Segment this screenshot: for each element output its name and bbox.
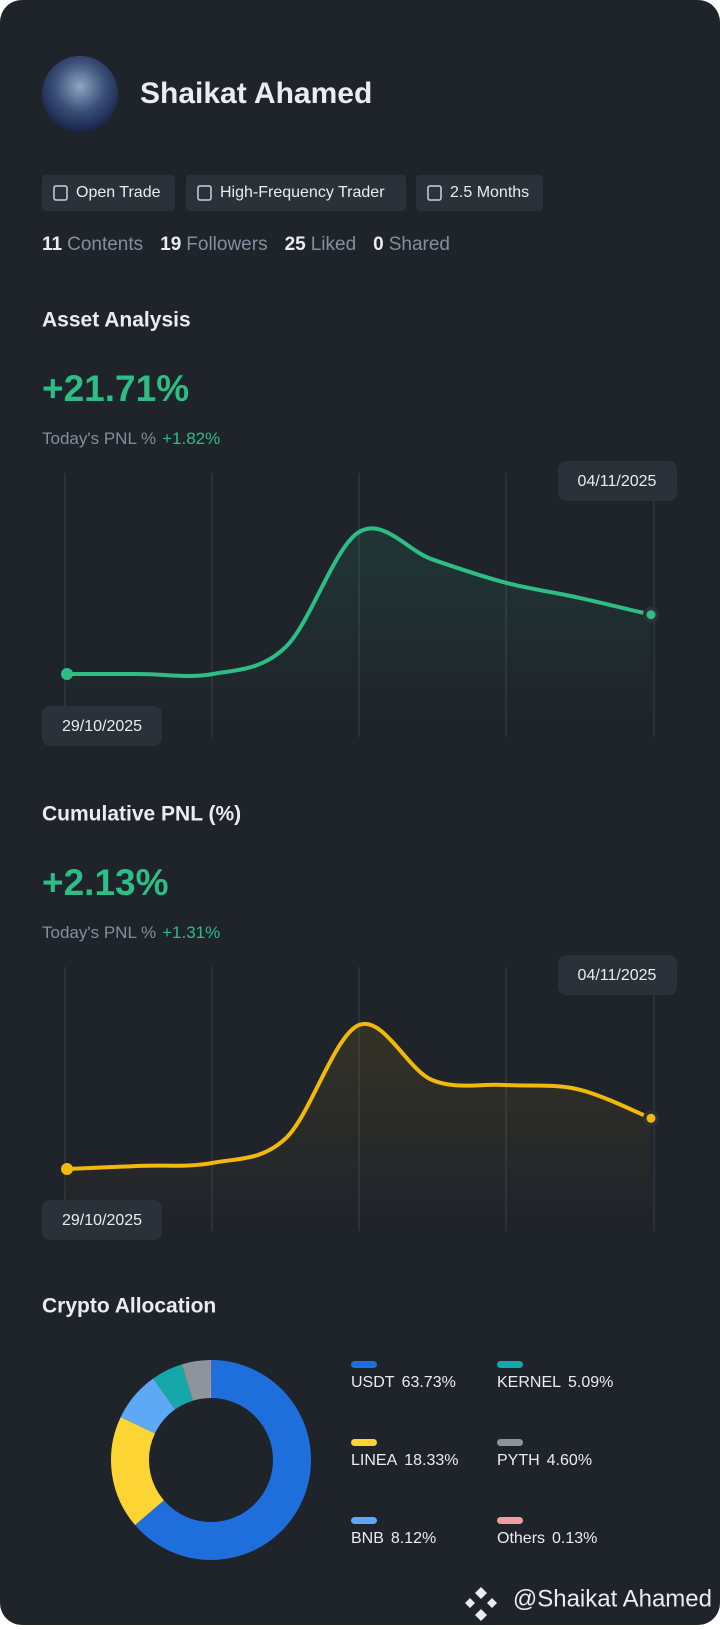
legend-name: LINEA: [351, 1452, 398, 1469]
avatar[interactable]: [42, 56, 118, 132]
stat-value: 0: [373, 234, 384, 255]
legend-name: KERNEL: [497, 1374, 561, 1391]
pnl-value: +1.82%: [162, 429, 220, 448]
legend-value: 0.13%: [552, 1530, 597, 1547]
pnl-line: Today's PNL % +1.31%: [42, 923, 220, 942]
start-point: [61, 1163, 73, 1175]
user-name: Shaikat Ahamed: [140, 77, 372, 110]
legend-name: Others: [497, 1530, 545, 1547]
stat-label: Followers: [186, 234, 267, 255]
stat-label: Shared: [389, 234, 450, 255]
pnl-value: +1.31%: [162, 923, 220, 942]
headline-value: +21.71%: [42, 368, 189, 409]
stat-label: Contents: [67, 234, 143, 255]
donut-slice: [138, 1394, 164, 1425]
stat-value: 25: [285, 234, 307, 255]
legend-swatch: [351, 1439, 377, 1446]
end-date: 04/11/2025: [578, 967, 657, 984]
legend-value: 63.73%: [402, 1374, 456, 1391]
legend-value: 4.60%: [547, 1452, 592, 1469]
legend-value: 5.09%: [568, 1374, 613, 1391]
donut-slice: [130, 1425, 149, 1512]
pnl-label: Today's PNL %: [42, 923, 156, 942]
legend-name: PYTH: [497, 1452, 540, 1469]
pnl-line: Today's PNL % +1.82%: [42, 429, 220, 448]
legend-swatch: [497, 1361, 523, 1368]
donut-slice: [187, 1379, 210, 1383]
legend-entry: LINEA 18.33%: [351, 1452, 459, 1469]
end-date: 04/11/2025: [578, 473, 657, 490]
legend-entry: BNB 8.12%: [351, 1530, 436, 1547]
legend-swatch: [497, 1439, 523, 1446]
legend-swatch: [497, 1517, 523, 1524]
donut-slice: [164, 1383, 187, 1394]
end-point-dot: [647, 610, 656, 619]
section-title: Asset Analysis: [42, 309, 191, 332]
start-date: 29/10/2025: [62, 718, 142, 735]
end-point-dot: [647, 1114, 656, 1123]
start-point: [61, 668, 73, 680]
legend-swatch: [351, 1517, 377, 1524]
pnl-label: Today's PNL %: [42, 429, 156, 448]
watermark: @Shaikat Ahamed: [513, 1585, 712, 1612]
legend-value: 8.12%: [391, 1530, 436, 1547]
section-title: Crypto Allocation: [42, 1295, 216, 1318]
stat-value: 11: [42, 234, 63, 255]
badge-label: 2.5 Months: [450, 184, 529, 201]
legend-entry: KERNEL 5.09%: [497, 1374, 613, 1391]
legend-swatch: [351, 1361, 377, 1368]
legend-entry: USDT 63.73%: [351, 1374, 456, 1391]
legend-value: 18.33%: [404, 1452, 458, 1469]
stat-value: 19: [160, 234, 181, 255]
badge-label: High-Frequency Trader: [220, 184, 385, 201]
badge-label: Open Trade: [76, 184, 161, 201]
section-title: Cumulative PNL (%): [42, 803, 241, 826]
legend-name: BNB: [351, 1530, 384, 1547]
stat-label: Liked: [311, 234, 356, 255]
start-date: 29/10/2025: [62, 1212, 142, 1229]
legend-name: USDT: [351, 1374, 395, 1391]
headline-value: +2.13%: [42, 862, 169, 903]
